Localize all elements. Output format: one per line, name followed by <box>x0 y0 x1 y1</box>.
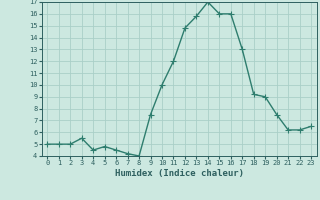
X-axis label: Humidex (Indice chaleur): Humidex (Indice chaleur) <box>115 169 244 178</box>
